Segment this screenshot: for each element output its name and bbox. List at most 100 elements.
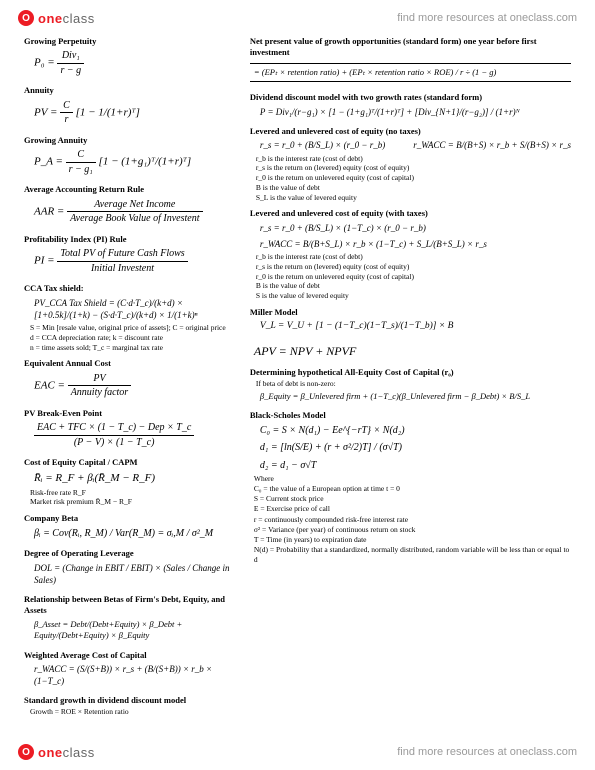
section-growing-perpetuity: Growing Perpetuity P₀ = Div₁r − g bbox=[24, 36, 232, 79]
bs-where-0: C₀ = the value of a European option at t… bbox=[254, 484, 571, 494]
brand-logo-footer: O oneclass bbox=[18, 744, 95, 760]
formula-cca: PV_CCA Tax Shield = (C·d·T_c)/(k+d) × [1… bbox=[24, 295, 232, 323]
section-pi: Profitability Index (PI) Rule PI = Total… bbox=[24, 234, 232, 277]
page-footer: O oneclass find more resources at onecla… bbox=[0, 738, 595, 766]
section-std-growth: Standard growth in dividend discount mod… bbox=[24, 695, 232, 716]
formula-lev-tax-2: r_WACC = B/(B+S_L) × r_b × (1−T_c) + S_L… bbox=[250, 236, 571, 252]
lev-tax-n2: r_0 is the return on unlevered equity (c… bbox=[250, 272, 571, 282]
lev-tax-n0: r_b is the interest rate (cost of debt) bbox=[250, 252, 571, 262]
formula-all-equity: β_Equity = β_Unlevered firm + (1−T_c)(β_… bbox=[250, 389, 571, 404]
formula-company-beta: βᵢ = Cov(Rᵢ, R_M) / Var(R_M) = σᵢ,M / σ²… bbox=[24, 525, 232, 543]
brand-text-footer: oneclass bbox=[38, 745, 95, 760]
lev-tax-n4: S is the value of levered equity bbox=[250, 291, 571, 301]
section-beta-assets: Relationship between Betas of Firm's Deb… bbox=[24, 594, 232, 644]
bs-where-4: σ² = Variance (per year) of continuous r… bbox=[254, 525, 571, 535]
lev-notax-n1: r_s is the return on (levered) equity (c… bbox=[250, 163, 571, 173]
bs-where-6: N(d) = Probability that a standardized, … bbox=[254, 545, 571, 565]
section-cca: CCA Tax shield: PV_CCA Tax Shield = (C·d… bbox=[24, 283, 232, 352]
lev-notax-n4: S_L is the value of levered equity bbox=[250, 193, 571, 203]
formula-lev-notax-2: r_WACC = B/(B+S) × r_b + S/(B+S) × r_s bbox=[403, 137, 571, 153]
title-ddm-two: Dividend discount model with two growth … bbox=[250, 92, 571, 103]
title-growing-perpetuity: Growing Perpetuity bbox=[24, 36, 232, 47]
formula-bs-d1: d₁ = [ln(S/E) + (r + σ²/2)T] / (σ√T) bbox=[250, 439, 571, 457]
bs-where-label: Where bbox=[254, 474, 571, 484]
title-wacc: Weighted Average Cost of Capital bbox=[24, 650, 232, 661]
cca-note-1: d = CCA depreciation rate; k = discount … bbox=[24, 333, 232, 343]
brand-icon: O bbox=[18, 10, 34, 26]
formula-beta-assets: β_Asset = Debt/(Debt+Equity) × β_Debt + … bbox=[24, 617, 232, 644]
brand-text-class: class bbox=[63, 11, 95, 26]
section-lev-tax: Levered and unlevered cost of equity (wi… bbox=[250, 208, 571, 301]
formula-bs-d2: d₂ = d₁ − σ√T bbox=[250, 457, 571, 475]
formula-capm: R̄ᵢ = R_F + βᵢ(R̄_M − R_F) bbox=[24, 469, 232, 488]
formula-ddm-two: P = Div₁/(r−g₁) × [1 − (1+g₁)ᵀ/(1+r)ᵀ] +… bbox=[250, 104, 571, 120]
brand-icon-footer: O bbox=[18, 744, 34, 760]
title-npvgo: Net present value of growth opportunitie… bbox=[250, 36, 571, 59]
all-equity-note: If beta of debt is non-zero: bbox=[250, 379, 571, 389]
std-growth-note: Growth = ROE × Retention ratio bbox=[24, 707, 232, 717]
formula-growing-perpetuity: P₀ = Div₁r − g bbox=[24, 47, 232, 79]
brand-text-one-footer: one bbox=[38, 745, 63, 760]
formula-bs-c0: C₀ = S × N(d₁) − Ee^{−rT} × N(d₂) bbox=[250, 422, 571, 440]
title-std-growth: Standard growth in dividend discount mod… bbox=[24, 695, 232, 706]
title-dol: Degree of Operating Leverage bbox=[24, 548, 232, 559]
title-pv-breakeven: PV Break-Even Point bbox=[24, 408, 232, 419]
title-eac: Equivalent Annual Cost bbox=[24, 358, 232, 369]
formula-dol: DOL = (Change in EBIT / EBIT) × (Sales /… bbox=[24, 560, 232, 588]
resources-link-top[interactable]: find more resources at oneclass.com bbox=[397, 12, 577, 24]
section-annuity: Annuity PV = Cr [1 − 1/(1+r)ᵀ] bbox=[24, 85, 232, 128]
brand-text-one: one bbox=[38, 11, 63, 26]
capm-note-2: Market risk premium R̄_M − R_F bbox=[24, 497, 232, 507]
section-black-scholes: Black-Scholes Model C₀ = S × N(d₁) − Ee^… bbox=[250, 410, 571, 565]
section-all-equity: Determining hypothetical All-Equity Cost… bbox=[250, 367, 571, 404]
title-capm: Cost of Equity Capital / CAPM bbox=[24, 457, 232, 468]
bs-where-2: E = Exercise price of call bbox=[254, 504, 571, 514]
bs-where-5: T = Time (in years) to expiration date bbox=[254, 535, 571, 545]
brand-logo: O oneclass bbox=[18, 10, 95, 26]
page-header: O oneclass find more resources at onecla… bbox=[0, 4, 595, 32]
right-column: Net present value of growth opportunitie… bbox=[250, 36, 571, 734]
title-aar: Average Accounting Return Rule bbox=[24, 184, 232, 195]
cca-note-0: S = Min [resale value, original price of… bbox=[24, 323, 232, 333]
formula-wacc: r_WACC = (S/(S+B)) × r_s + (B/(S+B)) × r… bbox=[24, 661, 232, 689]
lev-notax-n3: B is the value of debt bbox=[250, 183, 571, 193]
formula-pi: PI = Total PV of Future Cash FlowsInitia… bbox=[24, 245, 232, 277]
title-beta-assets: Relationship between Betas of Firm's Deb… bbox=[24, 594, 232, 617]
section-ddm-two: Dividend discount model with two growth … bbox=[250, 92, 571, 120]
page-content: Growing Perpetuity P₀ = Div₁r − g Annuit… bbox=[24, 36, 571, 734]
formula-lev-tax-1: r_s = r_0 + (B/S_L) × (1−T_c) × (r_0 − r… bbox=[250, 220, 571, 236]
cca-note-2: n = time assets sold; T_c = marginal tax… bbox=[24, 343, 232, 353]
section-growing-annuity: Growing Annuity P_A = Cr − g₁ [1 − (1+g₁… bbox=[24, 135, 232, 178]
lev-tax-n3: B is the value of debt bbox=[250, 281, 571, 291]
brand-text: oneclass bbox=[38, 11, 95, 26]
title-bs: Black-Scholes Model bbox=[250, 410, 571, 421]
formula-pv-breakeven: EAC + TFC × (1 − T_c) − Dep × T_c(P − V)… bbox=[24, 419, 232, 451]
left-column: Growing Perpetuity P₀ = Div₁r − g Annuit… bbox=[24, 36, 232, 734]
lev-notax-n2: r_0 is the return on unlevered equity (c… bbox=[250, 173, 571, 183]
title-cca: CCA Tax shield: bbox=[24, 283, 232, 294]
formula-lev-notax-1: r_s = r_0 + (B/S_L) × (r_0 − r_b) bbox=[250, 137, 385, 153]
section-capm: Cost of Equity Capital / CAPM R̄ᵢ = R_F … bbox=[24, 457, 232, 507]
formula-apv: APV = NPV + NPVF bbox=[250, 341, 571, 361]
formula-miller: V_L = V_U + [1 − (1−T_c)(1−T_s)/(1−T_b)]… bbox=[250, 318, 571, 335]
title-lev-tax: Levered and unlevered cost of equity (wi… bbox=[250, 208, 571, 219]
section-wacc: Weighted Average Cost of Capital r_WACC … bbox=[24, 650, 232, 690]
resources-link-bottom[interactable]: find more resources at oneclass.com bbox=[397, 746, 577, 758]
formula-aar: AAR = Average Net IncomeAverage Book Val… bbox=[24, 196, 232, 228]
lev-tax-n1: r_s is the return on (levered) equity (c… bbox=[250, 262, 571, 272]
capm-note-1: Risk-free rate R_F bbox=[24, 488, 232, 498]
bs-where-3: r = continuously compounded risk-free in… bbox=[254, 515, 571, 525]
bs-where-block: Where C₀ = the value of a European optio… bbox=[250, 474, 571, 565]
title-all-equity: Determining hypothetical All-Equity Cost… bbox=[250, 367, 571, 378]
lev-notax-n0: r_b is the interest rate (cost of debt) bbox=[250, 154, 571, 164]
title-pi: Profitability Index (PI) Rule bbox=[24, 234, 232, 245]
formula-npvgo: = (EPₜ × retention ratio) + (EPₜ × reten… bbox=[250, 63, 571, 82]
section-eac: Equivalent Annual Cost EAC = PVAnnuity f… bbox=[24, 358, 232, 401]
section-dol: Degree of Operating Leverage DOL = (Chan… bbox=[24, 548, 232, 588]
section-pv-breakeven: PV Break-Even Point EAC + TFC × (1 − T_c… bbox=[24, 408, 232, 451]
brand-text-class-footer: class bbox=[63, 745, 95, 760]
section-miller: Miller Model V_L = V_U + [1 − (1−T_c)(1−… bbox=[250, 307, 571, 335]
formula-eac: EAC = PVAnnuity factor bbox=[24, 370, 232, 402]
section-company-beta: Company Beta βᵢ = Cov(Rᵢ, R_M) / Var(R_M… bbox=[24, 513, 232, 542]
section-npvgo: Net present value of growth opportunitie… bbox=[250, 36, 571, 86]
